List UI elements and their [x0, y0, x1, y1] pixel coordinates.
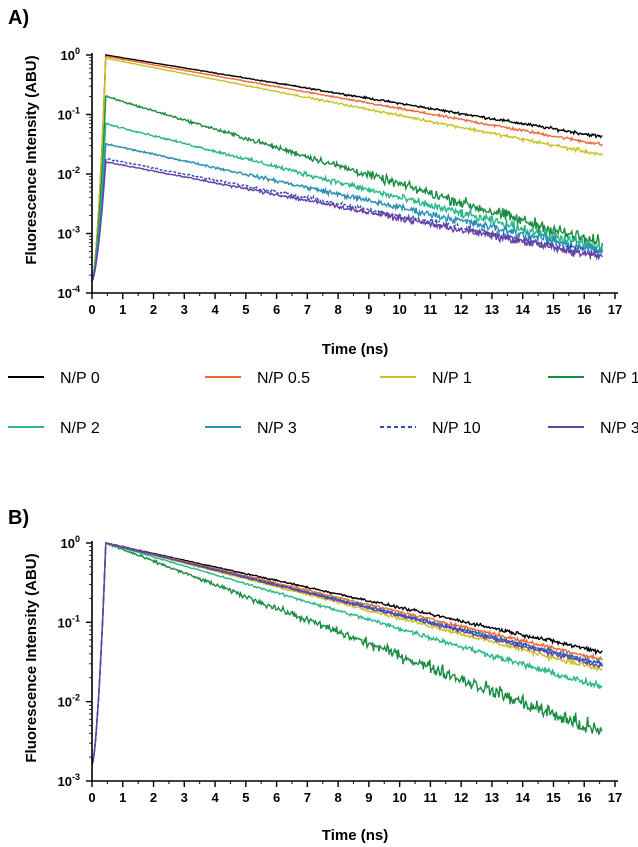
x-tick-label: 7 [304, 790, 311, 805]
x-tick-label: 13 [485, 302, 499, 317]
y-tick-label: 10-2 [58, 693, 80, 710]
x-tick-label: 13 [485, 790, 499, 805]
series-line-n-p-30 [91, 542, 603, 766]
x-tick-label: 5 [242, 790, 249, 805]
legend: N/P 0 N/P 0.5 N/P 1 N/P 1.5 N/P 2 N/P 3 N/P 10… [8, 370, 638, 437]
series-line-n-p-0-5 [91, 542, 603, 766]
x-tick-label: 8 [335, 302, 342, 317]
legend-item: N/P 1 [380, 370, 472, 387]
y-tick-label: 100 [61, 534, 80, 551]
series-line-n-p-0 [91, 541, 603, 766]
panel-b-label: B) [8, 507, 29, 529]
legend-item: N/P 0 [8, 370, 100, 387]
y-tick-label: 10-3 [58, 772, 80, 789]
x-tick-label: 17 [608, 302, 622, 317]
series-line-n-p-2 [91, 542, 603, 766]
legend-label: N/P 1 [432, 370, 472, 387]
panel-a-x-axis-title: Time (ns) [322, 341, 388, 358]
x-tick-label: 3 [181, 790, 188, 805]
legend-item: N/P 2 [8, 420, 100, 437]
x-tick-label: 14 [515, 302, 530, 317]
panel-b-x-axis-title: Time (ns) [322, 827, 388, 844]
x-tick-label: 15 [546, 302, 560, 317]
x-tick-label: 4 [211, 302, 219, 317]
y-tick-label: 10-2 [58, 165, 80, 182]
y-tick-label: 10-1 [58, 106, 80, 123]
x-tick-label: 4 [211, 790, 219, 805]
x-tick-label: 9 [365, 302, 372, 317]
legend-label: N/P 0.5 [257, 370, 310, 387]
series-line-n-p-1-5 [91, 541, 603, 766]
series-line-n-p-3 [91, 542, 604, 766]
series-line-n-p-10 [91, 158, 603, 282]
x-tick-label: 3 [181, 302, 188, 317]
legend-label: N/P 3 [257, 420, 297, 437]
x-tick-label: 9 [365, 790, 372, 805]
x-tick-label: 17 [608, 790, 622, 805]
legend-item: N/P 10 [380, 420, 481, 437]
legend-label: N/P 30 [600, 420, 638, 437]
x-tick-label: 1 [119, 790, 126, 805]
x-tick-label: 10 [392, 790, 406, 805]
legend-label: N/P 2 [60, 420, 100, 437]
legend-label: N/P 1.5 [600, 370, 638, 387]
series-line-n-p-0 [91, 54, 603, 282]
panel-a-label: A) [8, 7, 29, 29]
series-line-n-p-1-5 [91, 94, 604, 282]
plot-area [91, 541, 604, 766]
y-tick-label: 10-1 [58, 613, 80, 630]
plot-area [91, 54, 604, 282]
x-tick-label: 14 [515, 790, 530, 805]
x-tick-label: 5 [242, 302, 249, 317]
legend-item: N/P 0.5 [205, 370, 310, 387]
series-line-n-p-10 [91, 542, 604, 766]
x-tick-label: 0 [88, 302, 95, 317]
y-tick-label: 10-3 [58, 225, 80, 242]
panel-a-y-axis-title: Fluorescence Intensity (ABU) [23, 55, 40, 264]
series-line-n-p-1 [91, 542, 603, 766]
x-tick-label: 2 [150, 790, 157, 805]
series-line-n-p-30 [91, 160, 603, 282]
x-tick-label: 16 [577, 790, 591, 805]
y-tick-label: 10-4 [58, 284, 80, 301]
legend-item: N/P 3 [205, 420, 297, 437]
x-tick-label: 11 [424, 790, 438, 805]
x-tick-label: 12 [454, 790, 468, 805]
x-tick-label: 12 [454, 302, 468, 317]
x-tick-label: 2 [150, 302, 157, 317]
legend-label: N/P 0 [60, 370, 100, 387]
x-tick-label: 6 [273, 302, 280, 317]
x-tick-label: 6 [273, 790, 280, 805]
x-tick-label: 15 [546, 790, 560, 805]
legend-item: N/P 30 [548, 420, 638, 437]
series-line-n-p-0-5 [91, 55, 603, 282]
y-tick-label: 100 [61, 46, 80, 63]
x-tick-label: 1 [119, 302, 126, 317]
x-tick-label: 10 [392, 302, 406, 317]
panel-a: A) Fluorescence Intensity (ABU) Time (ns… [8, 7, 622, 358]
series-line-n-p-2 [91, 122, 604, 282]
x-tick-label: 16 [577, 302, 591, 317]
series-line-n-p-1 [91, 57, 603, 282]
series-line-n-p-3 [91, 142, 604, 282]
panel-b-y-axis-title: Fluorescence Intensity (ABU) [23, 553, 40, 762]
x-tick-label: 11 [424, 302, 438, 317]
legend-label: N/P 10 [432, 420, 481, 437]
panel-b: B) Fluorescence Intensity (ABU) Time (ns… [8, 507, 622, 844]
legend-item: N/P 1.5 [548, 370, 638, 387]
x-tick-label: 8 [335, 790, 342, 805]
x-tick-label: 7 [304, 302, 311, 317]
x-tick-label: 0 [88, 790, 95, 805]
